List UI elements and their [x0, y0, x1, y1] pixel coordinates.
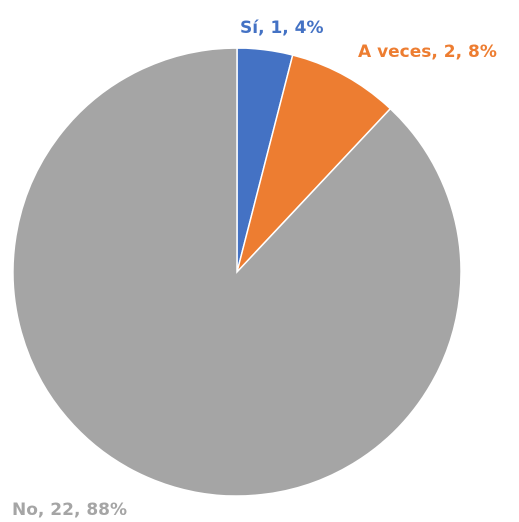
pie-slice	[236, 54, 392, 273]
data-label: Sí, 1, 4%	[240, 18, 324, 38]
data-label: No, 22, 88%	[12, 500, 127, 520]
pie-slice	[12, 47, 462, 497]
data-label: A veces, 2, 8%	[358, 42, 497, 62]
